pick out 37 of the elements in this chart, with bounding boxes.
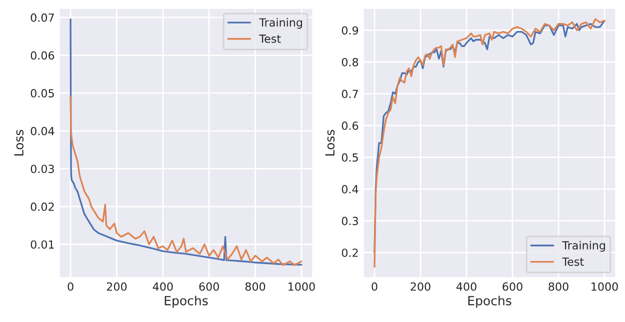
x-tick-label: 200 [410, 282, 430, 291]
x-tick-label: 200 [106, 282, 127, 291]
line-series [70, 18, 302, 266]
legend-label: Training [562, 240, 605, 252]
y-tick-label: 0.4 [342, 185, 358, 194]
x-tick-label: 0 [68, 282, 74, 291]
x-tick-label: 800 [548, 282, 568, 291]
y-tick-label: 0.5 [342, 153, 358, 162]
y-axis-title: Loss [325, 130, 335, 156]
y-tick-label: 0.01 [30, 240, 54, 249]
x-tick-label: 0 [372, 282, 378, 291]
x-tick-label: 1000 [288, 282, 315, 291]
y-tick-label: 0.04 [30, 126, 54, 136]
y-tick-label: 0.2 [342, 248, 358, 257]
line-series [70, 96, 302, 266]
legend-label: Test [259, 34, 281, 43]
x-tick-label: 1000 [592, 282, 618, 291]
y-tick-label: 0.8 [342, 58, 358, 66]
x-tick-label: 400 [456, 282, 476, 291]
x-tick-label: 600 [502, 282, 522, 291]
legend-label: Test [562, 258, 584, 266]
y-tick-label: 0.02 [30, 202, 54, 211]
x-tick-label: 800 [245, 282, 266, 291]
y-tick-label: 0.05 [30, 89, 54, 98]
y-axis-title: Loss [14, 130, 24, 156]
y-tick-label: 0.6 [342, 122, 358, 130]
x-axis-title: Epochs [164, 296, 208, 308]
y-tick-label: 0.9 [342, 26, 358, 35]
x-tick-label: 400 [152, 282, 173, 291]
y-tick-label: 0.07 [30, 13, 54, 22]
x-axis-title: Epochs [468, 296, 512, 308]
y-tick-label: 0.06 [30, 51, 54, 60]
legend-label: Training [259, 18, 302, 29]
x-tick-label: 600 [199, 282, 219, 291]
y-tick-label: 0.3 [342, 216, 358, 226]
y-tick-label: 0.7 [342, 90, 358, 98]
y-tick-label: 0.03 [30, 164, 54, 174]
